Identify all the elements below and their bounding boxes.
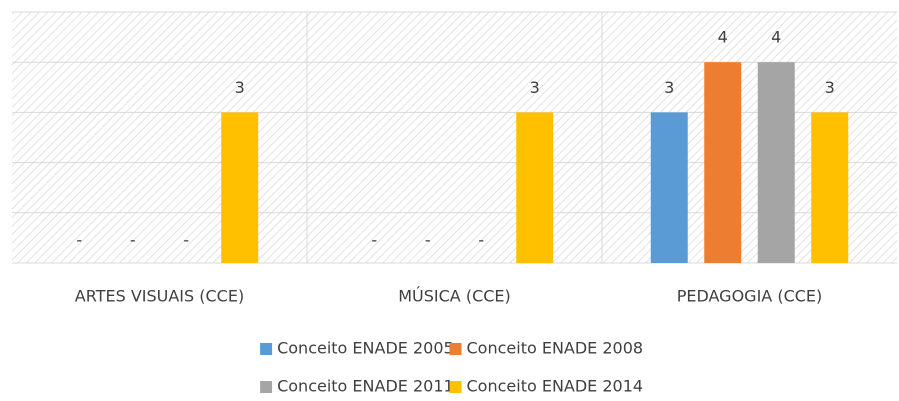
data-label: 4	[771, 28, 781, 47]
legend-label: Conceito ENADE 2008	[467, 339, 644, 358]
bar	[221, 112, 259, 264]
bar	[650, 112, 688, 264]
bar	[516, 112, 554, 264]
data-label: -	[76, 231, 82, 250]
data-label: 3	[664, 78, 674, 97]
legend-label: Conceito ENADE 2011	[277, 377, 454, 396]
data-label: 3	[235, 78, 245, 97]
legend-label: Conceito ENADE 2005	[277, 339, 454, 358]
data-label: -	[130, 231, 136, 250]
data-label: -	[478, 231, 484, 250]
legend-swatch	[260, 343, 273, 355]
legend-swatch	[449, 381, 462, 393]
data-label: 4	[718, 28, 728, 47]
x-tick-label: ARTES VISUAIS (CCE)	[75, 287, 244, 306]
legend-swatch	[260, 381, 273, 393]
data-label: -	[425, 231, 431, 250]
x-tick-label: MÚSICA (CCE)	[398, 287, 511, 306]
data-label: 3	[825, 78, 835, 97]
bar	[704, 62, 742, 264]
bar	[757, 62, 795, 264]
plot-area	[12, 12, 897, 263]
legend-swatch	[449, 343, 462, 355]
data-label: 3	[530, 78, 540, 97]
data-label: -	[183, 231, 189, 250]
legend-label: Conceito ENADE 2014	[467, 377, 644, 396]
x-tick-label: PEDAGOGIA (CCE)	[677, 287, 823, 306]
data-label: -	[371, 231, 377, 250]
bar	[811, 112, 849, 264]
